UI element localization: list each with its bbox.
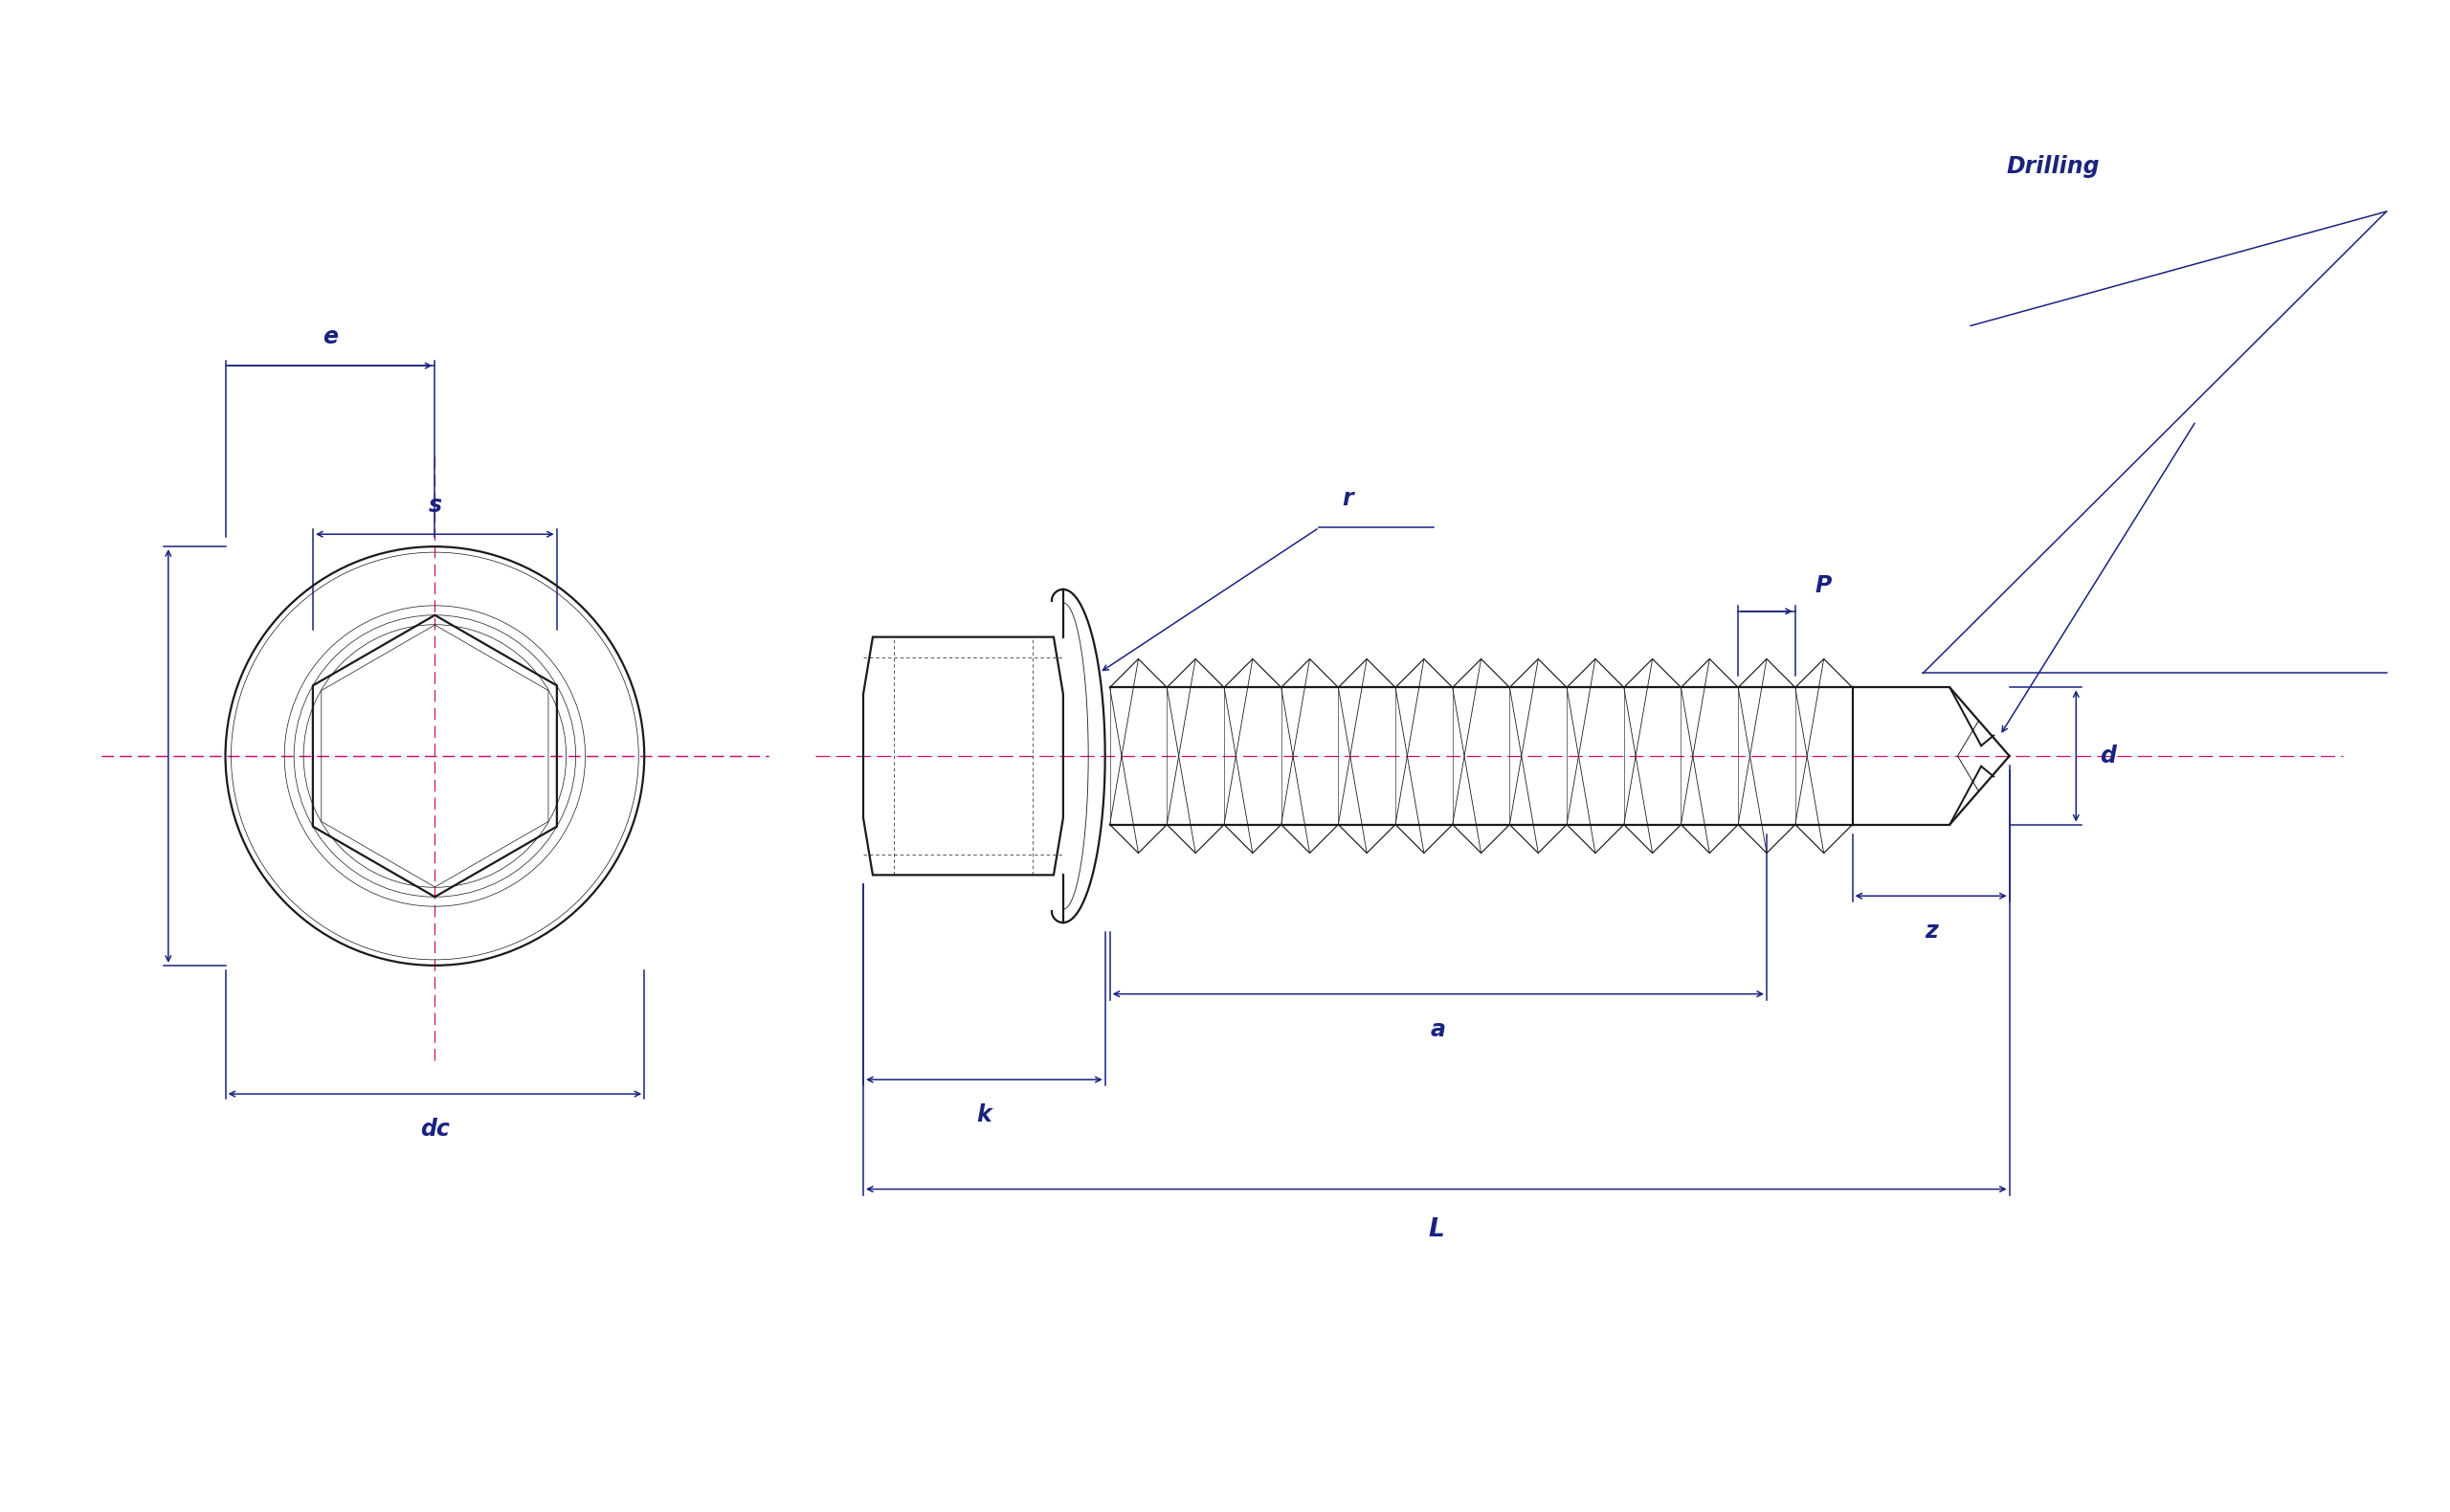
Text: s: s bbox=[429, 494, 441, 517]
Text: a: a bbox=[1431, 1018, 1446, 1040]
Text: d: d bbox=[2100, 744, 2117, 768]
Text: L: L bbox=[1428, 1217, 1446, 1243]
Text: e: e bbox=[323, 325, 338, 349]
Text: k: k bbox=[978, 1104, 992, 1126]
Text: r: r bbox=[1343, 487, 1352, 511]
Text: dc: dc bbox=[419, 1117, 451, 1140]
Text: z: z bbox=[1923, 919, 1938, 942]
Text: P: P bbox=[1815, 575, 1833, 597]
Text: Drilling: Drilling bbox=[2007, 156, 2100, 178]
